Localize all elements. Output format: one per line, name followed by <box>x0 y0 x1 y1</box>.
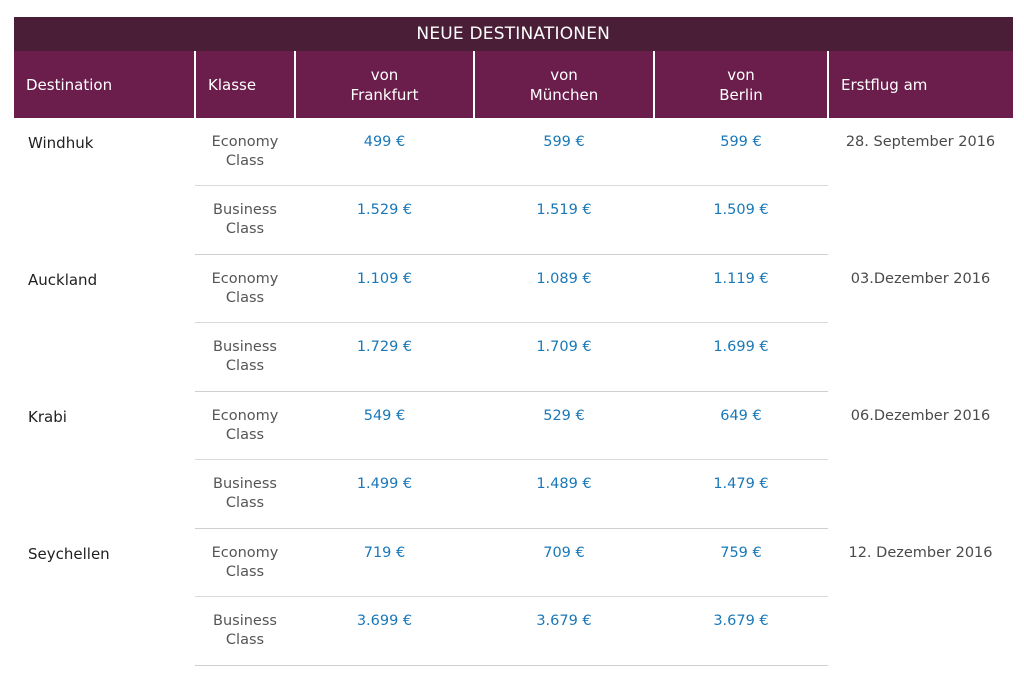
price-muenchen: 1.709 € <box>474 322 654 392</box>
header-frankfurt-von: von <box>370 65 399 84</box>
table-row: Business Class 1.499 €1.489 €1.479 € <box>14 459 1013 529</box>
header-destination: Destination <box>14 51 196 118</box>
class-cell: Economy Class <box>195 254 295 323</box>
destination-cell: Krabi <box>28 407 67 426</box>
table-title-row: NEUE DESTINATIONEN <box>14 17 1014 51</box>
price-frankfurt: 3.699 € <box>295 596 474 666</box>
class-label-line1: Economy <box>211 408 279 424</box>
header-frankfurt: von Frankfurt <box>295 51 475 118</box>
table-row: Windhuk Economy Class 499 €599 €599 €28. Se… <box>14 118 1013 186</box>
class-label-line2: Class <box>225 564 265 580</box>
class-label-line2: Class <box>225 290 265 306</box>
class-label-line2: Class <box>225 632 265 648</box>
class-label-line2: Class <box>225 358 265 374</box>
header-erstflug: Erstflug am <box>828 51 1013 118</box>
destinations-table: NEUE DESTINATIONEN Destination Klasse vo… <box>14 17 1014 666</box>
class-cell: Business Class <box>195 185 295 255</box>
table-row: Seychellen Economy Class 719 €709 €759 € 12.… <box>14 528 1013 597</box>
header-muenchen-von: von <box>550 65 578 84</box>
class-cell: Business Class <box>195 322 295 392</box>
price-berlin: 1.119 € <box>654 254 828 323</box>
header-berlin-city: Berlin <box>719 85 763 104</box>
class-label-line2: Class <box>225 427 265 443</box>
class-label-line1: Economy <box>211 545 279 561</box>
class-label-line1: Business <box>213 613 277 629</box>
first-flight-date: 03.Dezember 2016 <box>850 270 991 287</box>
price-berlin: 1.509 € <box>654 185 828 255</box>
price-berlin: 759 € <box>654 528 828 597</box>
class-label-line2: Class <box>225 153 265 169</box>
table-row: Auckland Economy Class 1.109 €1.089 €1.119 … <box>14 254 1013 323</box>
header-klasse: Klasse <box>195 51 296 118</box>
table-row: Krabi Economy Class 549 €529 €649 € 06.Dezem… <box>14 391 1013 460</box>
table-header-row: Destination Klasse von Frankfurt von Mün… <box>14 51 1013 118</box>
price-berlin: 1.479 € <box>654 459 828 529</box>
class-cell: Business Class <box>195 596 295 666</box>
class-cell: Business Class <box>195 459 295 529</box>
price-berlin: 1.699 € <box>654 322 828 392</box>
header-berlin-von: von <box>727 65 755 84</box>
class-label-line1: Business <box>213 476 277 492</box>
class-label-line1: Business <box>213 202 277 218</box>
price-berlin: 649 € <box>654 391 828 460</box>
price-frankfurt: 1.729 € <box>295 322 474 392</box>
table-row: Business Class 3.699 €3.679 €3.679 € <box>14 596 1013 666</box>
class-cell: Economy Class <box>195 528 295 597</box>
class-label-line1: Economy <box>211 134 279 150</box>
header-muenchen-city: München <box>529 85 599 104</box>
class-cell: Economy Class <box>195 391 295 460</box>
price-muenchen: 1.089 € <box>474 254 654 323</box>
price-muenchen: 1.519 € <box>474 185 654 255</box>
price-muenchen: 3.679 € <box>474 596 654 666</box>
price-muenchen: 599 € <box>474 118 654 186</box>
destination-cell: Windhuk <box>28 134 94 152</box>
table-row: Business Class 1.529 €1.519 €1.509 € <box>14 185 1013 255</box>
class-label-line1: Business <box>213 339 277 355</box>
class-cell: Economy Class <box>195 118 295 186</box>
destination-cell: Seychellen <box>28 544 110 563</box>
price-muenchen: 529 € <box>474 391 654 460</box>
price-frankfurt: 499 € <box>295 118 474 186</box>
header-muenchen: von München <box>474 51 655 118</box>
price-frankfurt: 549 € <box>295 391 474 460</box>
price-muenchen: 1.489 € <box>474 459 654 529</box>
price-berlin: 3.679 € <box>654 596 828 666</box>
class-label-line1: Economy <box>211 271 279 287</box>
table-title: NEUE DESTINATIONEN <box>14 17 1014 51</box>
header-berlin: von Berlin <box>654 51 829 118</box>
price-frankfurt: 1.529 € <box>295 185 474 255</box>
first-flight-date: 12. Dezember 2016 <box>848 544 993 561</box>
price-frankfurt: 1.499 € <box>295 459 474 529</box>
destinations-table-container: NEUE DESTINATIONEN Destination Klasse vo… <box>14 17 1014 666</box>
price-frankfurt: 719 € <box>295 528 474 597</box>
header-frankfurt-city: Frankfurt <box>350 85 419 104</box>
destination-cell: Auckland <box>28 270 98 289</box>
class-label-line2: Class <box>225 221 265 237</box>
price-berlin: 599 € <box>654 118 828 186</box>
first-flight-date: 06.Dezember 2016 <box>850 407 991 424</box>
table-body: Windhuk Economy Class 499 €599 €599 €28. Se… <box>14 118 1013 666</box>
class-label-line2: Class <box>225 495 265 511</box>
price-frankfurt: 1.109 € <box>295 254 474 323</box>
first-flight-date: 28. September 2016 <box>845 134 996 150</box>
price-muenchen: 709 € <box>474 528 654 597</box>
table-row: Business Class 1.729 €1.709 €1.699 € <box>14 322 1013 392</box>
